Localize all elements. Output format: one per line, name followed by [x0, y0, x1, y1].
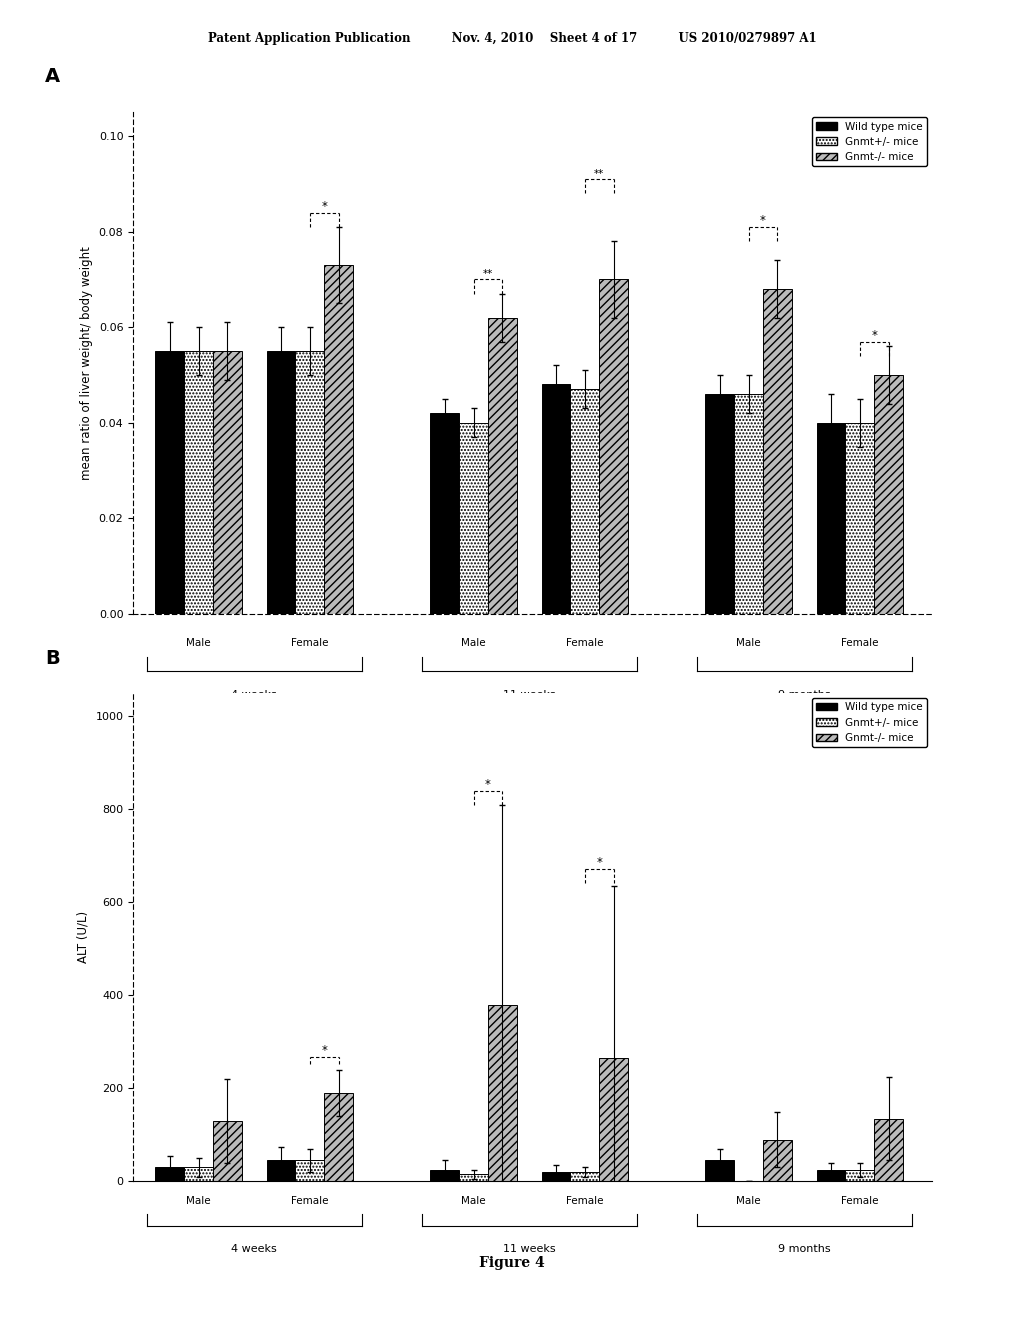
Text: *: * [322, 1044, 328, 1057]
Bar [706, 1160, 734, 1181]
Y-axis label: mean ratio of liver weight/ body weight: mean ratio of liver weight/ body weight [80, 246, 93, 480]
Text: *: * [596, 855, 602, 869]
Text: Figure 4: Figure 4 [479, 1255, 545, 1270]
Text: 4 weeks: 4 weeks [231, 690, 278, 700]
Text: Female: Female [566, 1196, 603, 1206]
Bar [266, 1160, 296, 1181]
Bar [430, 1170, 459, 1181]
Text: Female: Female [841, 1196, 879, 1206]
Legend: Wild type mice, Gnmt+/- mice, Gnmt-/- mice: Wild type mice, Gnmt+/- mice, Gnmt-/- mi… [811, 117, 927, 166]
Text: *: * [485, 777, 490, 791]
Text: Female: Female [566, 638, 603, 648]
Bar [266, 351, 296, 614]
Text: Male: Male [736, 1196, 761, 1206]
Text: 4 weeks: 4 weeks [231, 1245, 278, 1254]
Text: B: B [45, 648, 60, 668]
Text: Male: Male [461, 1196, 485, 1206]
Bar [874, 375, 903, 614]
Text: Male: Male [736, 638, 761, 648]
Bar [459, 1175, 488, 1181]
Text: Male: Male [461, 638, 485, 648]
Bar [184, 1167, 213, 1181]
Bar [488, 318, 517, 614]
Legend: Wild type mice, Gnmt+/- mice, Gnmt-/- mice: Wild type mice, Gnmt+/- mice, Gnmt-/- mi… [811, 698, 927, 747]
Bar [734, 395, 763, 614]
Text: Patent Application Publication          Nov. 4, 2010    Sheet 4 of 17          U: Patent Application Publication Nov. 4, 2… [208, 32, 816, 45]
Text: A: A [45, 67, 60, 86]
Text: Female: Female [291, 1196, 329, 1206]
Bar [296, 351, 325, 614]
Bar [184, 351, 213, 614]
Text: **: ** [594, 169, 604, 180]
Text: *: * [871, 329, 878, 342]
Bar [459, 422, 488, 614]
Bar [156, 1167, 184, 1181]
Text: Female: Female [291, 638, 329, 648]
Y-axis label: ALT (U/L): ALT (U/L) [77, 911, 90, 964]
Bar [599, 1059, 628, 1181]
Bar [430, 413, 459, 614]
Text: *: * [760, 214, 766, 227]
Text: Male: Male [186, 638, 211, 648]
Bar [542, 384, 570, 614]
Bar [846, 1170, 874, 1181]
Text: 11 weeks: 11 weeks [503, 690, 555, 700]
Text: 9 months: 9 months [778, 690, 830, 700]
Bar [570, 1172, 599, 1181]
Bar [296, 1160, 325, 1181]
Bar [213, 351, 242, 614]
Text: Male: Male [186, 1196, 211, 1206]
Bar [763, 289, 792, 614]
Bar [763, 1139, 792, 1181]
Bar [488, 1005, 517, 1181]
Bar [706, 395, 734, 614]
Bar [599, 280, 628, 614]
Bar [156, 351, 184, 614]
Bar [816, 422, 846, 614]
Bar [874, 1118, 903, 1181]
Text: 11 weeks: 11 weeks [503, 1245, 555, 1254]
Bar [325, 265, 353, 614]
Text: **: ** [483, 269, 494, 280]
Text: Female: Female [841, 638, 879, 648]
Bar [816, 1170, 846, 1181]
Bar [846, 422, 874, 614]
Bar [325, 1093, 353, 1181]
Text: 9 months: 9 months [778, 1245, 830, 1254]
Text: *: * [322, 199, 328, 213]
Bar [542, 1172, 570, 1181]
Bar [213, 1121, 242, 1181]
Bar [570, 389, 599, 614]
